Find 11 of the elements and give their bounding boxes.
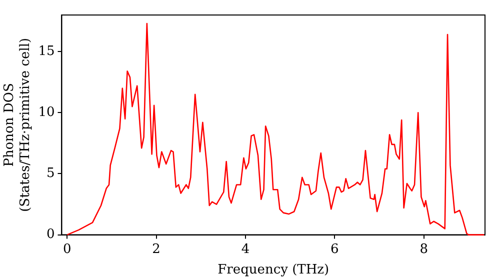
- y-tick-label: 15: [38, 44, 55, 60]
- y-tick-label: 5: [46, 166, 55, 182]
- y-tick-label: 10: [38, 105, 55, 120]
- x-tick-label: 8: [420, 242, 428, 257]
- y-axis-title: Phonon DOS (States/THz·primitive cell): [2, 38, 33, 212]
- x-tick-label: 6: [330, 242, 339, 257]
- x-tick-label: 0: [62, 242, 72, 257]
- x-tick-label: 2: [152, 242, 160, 257]
- x-tick-label: 4: [241, 242, 250, 257]
- x-axis-title: Frequency (THz): [218, 262, 330, 278]
- y-tick-label: 0: [46, 227, 55, 242]
